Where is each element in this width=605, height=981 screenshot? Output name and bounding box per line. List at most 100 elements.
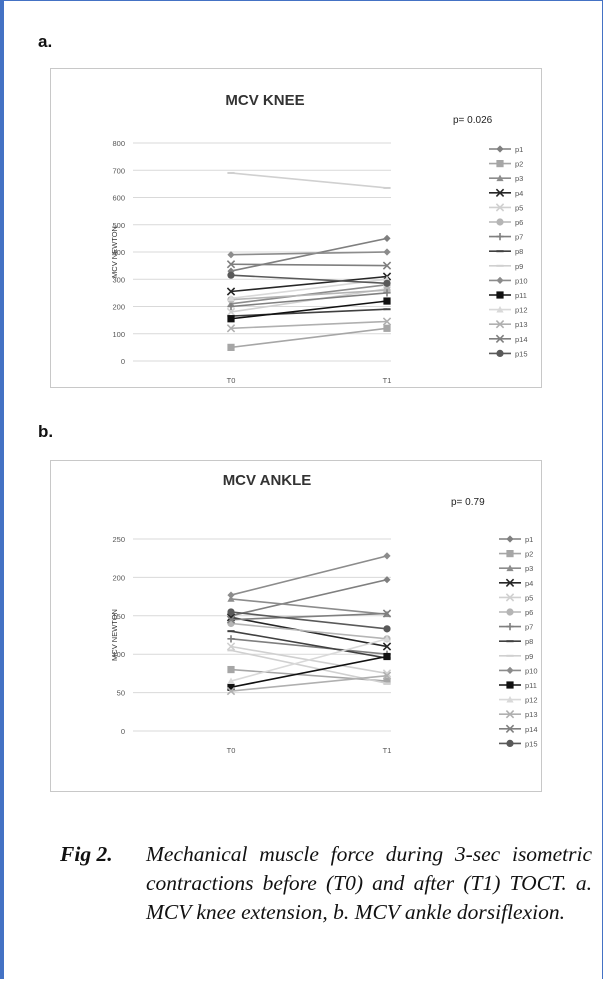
knee-series-p14 <box>226 260 392 270</box>
knee-series-line <box>230 237 388 272</box>
ankle-legend-item-p15: p15 <box>499 739 538 748</box>
knee-series-p7 <box>227 289 391 311</box>
ankle-series-line <box>230 638 388 682</box>
chart-knee: MCV KNEE p= 0.026 0 100 200 300 400 500 600 700 80… <box>50 68 542 388</box>
knee-data-point <box>227 315 235 323</box>
knee-data-point <box>227 343 235 351</box>
knee-legend-label: p11 <box>515 291 527 300</box>
knee-legend-label: p8 <box>515 247 523 256</box>
ankle-data-point <box>227 608 235 616</box>
ankle-legend-marker <box>506 535 514 543</box>
ankle-data-point <box>227 619 235 628</box>
knee-series-p15 <box>227 271 391 287</box>
ankle-series-p11 <box>227 652 391 691</box>
ankle-legend-item-p10: p10 <box>499 666 538 675</box>
ankle-legend-item-p5: p5 <box>499 593 533 602</box>
ankle-legend-label: p11 <box>525 681 537 690</box>
knee-chart-title: MCV KNEE <box>225 92 304 109</box>
knee-legend-item-p12: p12 <box>489 306 528 315</box>
ankle-chart-title: MCV ANKLE <box>223 472 312 489</box>
ankle-series-line <box>230 612 388 621</box>
ankle-x-tick-label: T0 <box>227 746 236 755</box>
panel-label-a: a. <box>38 32 53 51</box>
knee-legend-label: p13 <box>515 320 528 329</box>
knee-series-line <box>230 274 388 285</box>
ankle-x-tick-label: T1 <box>383 746 392 755</box>
knee-data-point <box>382 317 392 326</box>
knee-data-point <box>226 287 236 296</box>
knee-legend-label: p6 <box>515 218 523 227</box>
ankle-data-point <box>227 677 235 684</box>
ankle-legend-marker <box>505 593 515 602</box>
ankle-legend-item-p2: p2 <box>499 550 533 559</box>
ankle-legend-marker <box>505 724 515 733</box>
ankle-series-line <box>230 638 388 655</box>
knee-legend-label: p7 <box>515 233 523 242</box>
ankle-legend-item-p9: p9 <box>499 652 533 661</box>
knee-legend-marker <box>495 188 505 197</box>
knee-legend-label: p15 <box>515 349 528 358</box>
knee-data-point <box>382 261 392 270</box>
knee-data-point <box>226 324 236 333</box>
knee-legend-item-p3: p3 <box>489 174 523 183</box>
ankle-data-point <box>383 625 391 633</box>
knee-legend-label: p10 <box>515 276 528 285</box>
knee-legend-marker <box>496 174 504 182</box>
panel-label-b: b. <box>38 422 54 441</box>
ankle-data-point <box>227 591 235 599</box>
knee-series-line <box>230 327 388 349</box>
knee-legend-marker <box>496 276 504 284</box>
knee-series-line <box>230 263 388 267</box>
knee-legend-label: p14 <box>515 335 528 344</box>
ankle-y-tick-label: 0 <box>121 727 125 736</box>
ankle-series-line <box>230 555 388 596</box>
knee-series-line <box>230 292 388 308</box>
chart-knee-svg: MCV KNEE p= 0.026 0 100 200 300 400 500 600 700 80… <box>110 92 528 385</box>
ankle-legend-item-p14: p14 <box>499 724 538 734</box>
ankle-legend-label: p6 <box>525 608 533 617</box>
knee-legend-item-p8: p8 <box>489 247 523 256</box>
knee-legend-item-p13: p13 <box>489 320 528 329</box>
knee-y-tick-label: 300 <box>112 275 125 284</box>
knee-series-p9 <box>227 171 391 189</box>
ankle-series-p6 <box>227 619 391 643</box>
knee-data-point <box>383 248 391 256</box>
knee-series-line <box>230 275 388 293</box>
knee-legend-label: p5 <box>515 203 523 212</box>
ankle-series-p12 <box>227 635 391 684</box>
ankle-legend-label: p12 <box>525 696 538 705</box>
knee-x-tick-label: T1 <box>383 376 392 385</box>
ankle-legend-item-p6: p6 <box>499 608 533 617</box>
knee-y-tick-label: 0 <box>121 357 125 366</box>
ankle-series-line <box>230 598 388 616</box>
ankle-series-line <box>230 622 388 640</box>
knee-legend-label: p3 <box>515 174 523 183</box>
ankle-legend-label: p7 <box>525 623 533 632</box>
ankle-data-point <box>382 642 392 651</box>
knee-legend-item-p2: p2 <box>489 160 523 169</box>
knee-series-line <box>230 289 388 301</box>
knee-data-point <box>227 294 235 302</box>
ankle-data-point <box>383 677 391 685</box>
ankle-legend-marker <box>505 710 515 719</box>
knee-legend-label: p2 <box>515 160 523 169</box>
ankle-data-point <box>226 615 236 624</box>
ankle-legend-item-p12: p12 <box>499 696 538 705</box>
ankle-legend-marker <box>506 696 514 703</box>
knee-series-line <box>230 320 388 330</box>
knee-y-tick-label: 800 <box>112 139 125 148</box>
knee-legend-marker <box>496 145 504 153</box>
ankle-y-axis-label: MCV NEWTON <box>110 609 119 661</box>
knee-legend-item-p11: p11 <box>489 291 527 300</box>
ankle-series-p10 <box>227 552 391 599</box>
caption-fig-label: Fig 2. <box>60 842 113 866</box>
knee-legend-label: p9 <box>515 262 523 271</box>
knee-legend-marker <box>495 203 505 212</box>
ankle-y-tick-label: 100 <box>112 650 125 659</box>
knee-x-tick-label: T0 <box>227 376 236 385</box>
chart-ankle: MCV ANKLE p= 0.79 0 50 100 150 200 250 MCV NEWTO… <box>50 460 542 792</box>
knee-legend-marker <box>495 320 505 329</box>
ankle-legend-label: p8 <box>525 637 533 646</box>
knee-legend-marker <box>496 349 504 357</box>
